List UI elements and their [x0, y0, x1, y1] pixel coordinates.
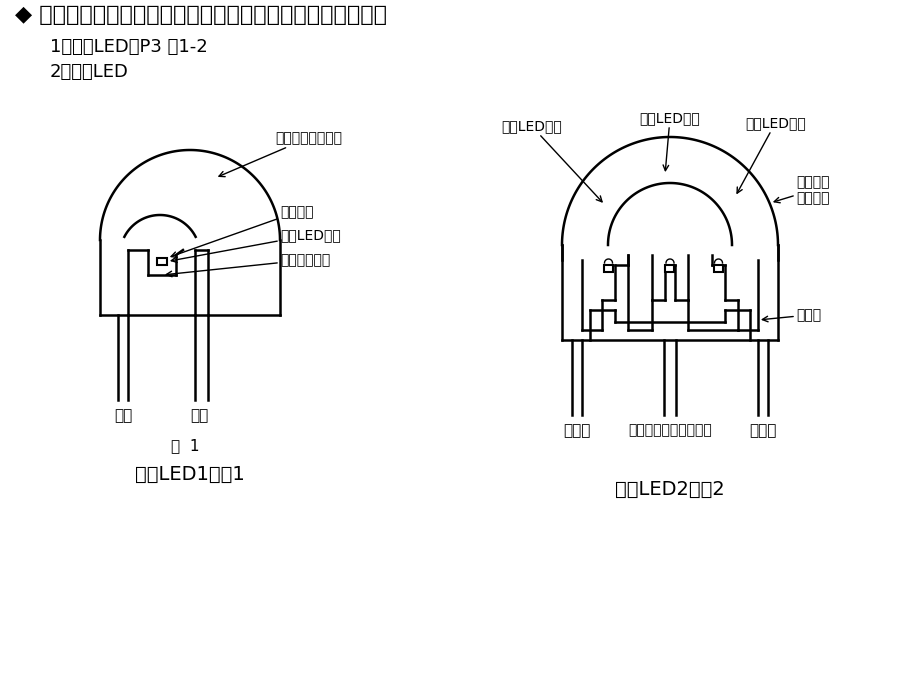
Text: 阳极: 阳极: [114, 408, 132, 423]
Text: 模制树脂
（透明）: 模制树脂 （透明）: [773, 175, 829, 205]
Text: 蓝色LED芯片: 蓝色LED芯片: [501, 119, 601, 202]
Text: 端子兼反光板: 端子兼反光板: [166, 253, 330, 277]
Text: 2）白光LED: 2）白光LED: [50, 63, 129, 81]
Text: 蓝阳极: 蓝阳极: [562, 423, 590, 438]
Text: 绿阳极: 绿阳极: [748, 423, 776, 438]
Text: 白光LED1：图1: 白光LED1：图1: [135, 465, 244, 484]
Text: 阴极: 阴极: [189, 408, 208, 423]
Text: 红色LED芯片: 红色LED芯片: [639, 111, 699, 170]
Text: 绿色LED芯片: 绿色LED芯片: [736, 116, 805, 193]
Text: 荪光体层: 荪光体层: [171, 205, 313, 257]
Bar: [713, 265, 722, 272]
Text: 1）单色LED：P3 图1-2: 1）单色LED：P3 图1-2: [50, 38, 208, 56]
Bar: [604, 265, 612, 272]
Text: 红阳极: 红阳极: [762, 308, 821, 322]
Text: ◆ 发光二极管的构成：管芯支架、管芯晶片、金线、环氧树脂: ◆ 发光二极管的构成：管芯支架、管芯晶片、金线、环氧树脂: [15, 5, 387, 25]
Text: 模制树脂（透镜）: 模制树脂（透镜）: [219, 131, 342, 177]
Text: 蓝色LED芯片: 蓝色LED芯片: [171, 228, 340, 262]
Bar: [157, 258, 167, 265]
Text: 白光LED2：图2: 白光LED2：图2: [615, 480, 724, 499]
Bar: [664, 265, 674, 272]
Text: 图  1: 图 1: [171, 438, 199, 453]
Text: 公共阴极端子兼反射板: 公共阴极端子兼反射板: [628, 423, 711, 437]
